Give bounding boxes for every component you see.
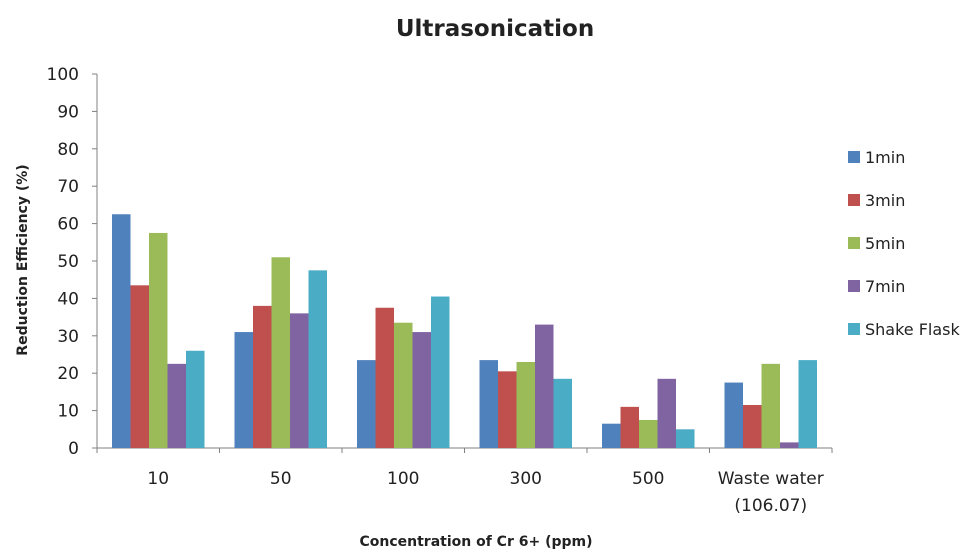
- bar: [535, 324, 554, 448]
- x-tick-label: 500: [632, 469, 664, 489]
- bar: [186, 350, 205, 448]
- bar: [602, 423, 621, 448]
- bar: [357, 360, 376, 448]
- x-axis-label: Concentration of Cr 6+ (ppm): [359, 534, 592, 550]
- bar: [234, 332, 253, 448]
- y-tick-label: 20: [57, 364, 79, 384]
- bar: [553, 378, 572, 448]
- bar: [167, 363, 186, 448]
- y-tick-label: 40: [57, 289, 79, 309]
- y-tick-label: 50: [57, 252, 79, 272]
- x-tick-label: 50: [270, 469, 292, 489]
- legend-swatch: [848, 237, 860, 249]
- plot-area: 0 10 20 30 40 50 60 70 80 90 100 10 50 100 300 500 Waste…: [47, 65, 833, 516]
- bar: [431, 296, 450, 448]
- x-tick-label: Waste water: [718, 469, 824, 489]
- bar: [798, 360, 817, 448]
- y-axis-label: Reduction Efficiency (%): [15, 164, 31, 355]
- legend: 1min 3min 5min 7min Shake Flask: [848, 148, 961, 339]
- y-tick-label: 0: [68, 439, 79, 459]
- bar: [412, 332, 431, 448]
- y-tick-label: 30: [57, 327, 79, 347]
- legend-label: 7min: [865, 277, 905, 296]
- y-tick-label: 60: [57, 215, 79, 235]
- legend-swatch: [848, 280, 860, 292]
- bar: [657, 378, 676, 448]
- bar: [676, 429, 695, 448]
- bar: [290, 313, 309, 448]
- bar: [271, 257, 290, 448]
- legend-label: 5min: [865, 234, 905, 253]
- bar: [112, 214, 131, 448]
- bar: [394, 322, 413, 448]
- bar: [498, 371, 517, 448]
- legend-label: 3min: [865, 191, 905, 210]
- x-tick-label: (106.07): [734, 496, 807, 516]
- bar: [375, 307, 394, 448]
- bar: [149, 232, 168, 448]
- legend-label: Shake Flask: [865, 320, 961, 339]
- y-tick-label: 80: [57, 140, 79, 160]
- bar: [761, 363, 780, 448]
- legend-swatch: [848, 323, 860, 335]
- y-tick-label: 10: [57, 402, 79, 422]
- bar: [516, 361, 535, 448]
- bar: [639, 419, 658, 448]
- bar: [620, 406, 639, 448]
- y-tick-label: 70: [57, 177, 79, 197]
- chart-title: Ultrasonication: [396, 16, 594, 42]
- x-tick-label: 10: [147, 469, 169, 489]
- bar: [130, 285, 149, 448]
- bar: [308, 270, 327, 448]
- bar: [780, 442, 799, 448]
- bar: [724, 382, 743, 448]
- legend-swatch: [848, 194, 860, 206]
- x-tick-label: 300: [510, 469, 542, 489]
- legend-label: 1min: [865, 148, 905, 167]
- bar: [253, 305, 272, 448]
- y-tick-label: 90: [57, 102, 79, 122]
- x-tick-label: 100: [387, 469, 419, 489]
- y-tick-label: 100: [47, 65, 79, 85]
- legend-swatch: [848, 151, 860, 163]
- bar: [479, 360, 498, 448]
- bar: [743, 404, 762, 448]
